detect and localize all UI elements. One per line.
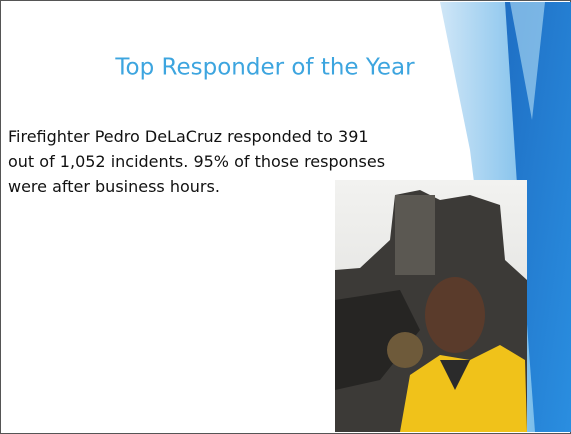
slide-title: Top Responder of the Year — [114, 55, 415, 81]
photo — [335, 180, 527, 432]
body-line: were after business hours. — [8, 177, 220, 196]
deco-shape — [510, 2, 545, 120]
deco-shape — [505, 2, 571, 432]
body-line: out of 1,052 incidents. 95% of those res… — [8, 152, 385, 171]
body-line: Firefighter Pedro DeLaCruz responded to … — [8, 127, 369, 146]
